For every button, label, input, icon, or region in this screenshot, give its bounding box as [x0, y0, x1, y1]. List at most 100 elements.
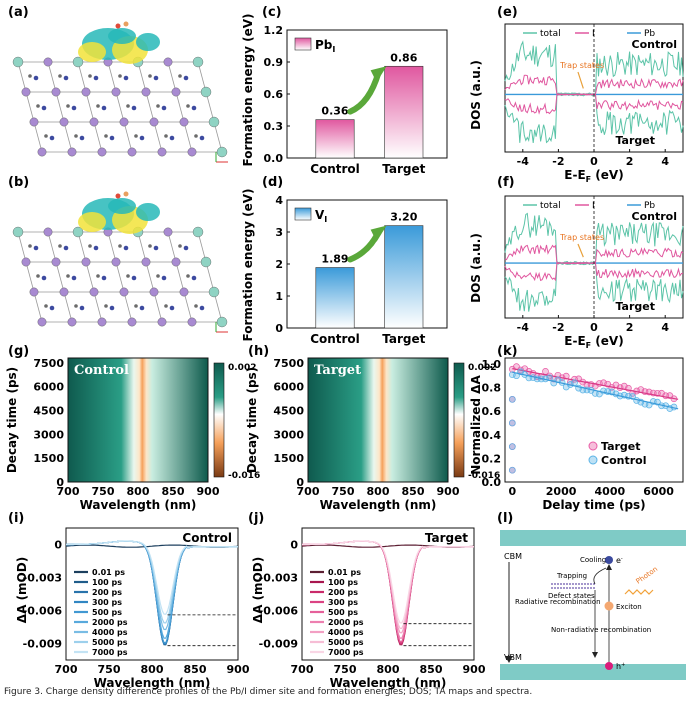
organic-atom: [71, 105, 77, 111]
lattice-bond: [183, 291, 193, 323]
organic-atom: [156, 104, 160, 108]
molecule-atom: [123, 21, 129, 27]
legend-label: 2000 ps: [328, 618, 364, 627]
atom: [12, 56, 24, 68]
x-tick-label: 750: [92, 485, 115, 498]
y-tick-label: -0.006: [23, 605, 63, 618]
y-tick-label: 3000: [33, 428, 64, 441]
increase-arrow-head: [370, 66, 387, 83]
legend-label: Pb: [644, 29, 655, 39]
x-axis-label: Wavelength (nm): [320, 498, 437, 512]
atom: [157, 147, 167, 157]
legend-label: 200 ps: [92, 588, 122, 597]
plot-frame: [65, 527, 239, 661]
nonradiative-label: Non-radiative recombination: [551, 626, 651, 634]
x-tick-label: 4: [661, 321, 669, 334]
nonradiative-arrow-head: [592, 652, 598, 658]
organic-atom: [36, 104, 40, 108]
atom: [208, 116, 220, 128]
lattice-bond: [153, 291, 163, 323]
organic-atom: [66, 274, 70, 278]
x-tick-label: 800: [367, 485, 390, 498]
organic-atom: [63, 245, 69, 251]
panel-b: (b): [8, 175, 228, 333]
panel-letter-j: (j): [248, 511, 264, 526]
atom: [12, 226, 24, 238]
y-tick-label: 0.6: [264, 88, 284, 101]
organic-atom: [183, 75, 189, 81]
legend-label: I: [592, 201, 595, 211]
organic-atom: [88, 74, 92, 78]
y-tick-label: 0: [56, 476, 64, 489]
y-tick-label: 0.8: [482, 382, 502, 395]
atom: [157, 317, 167, 327]
organic-atom: [71, 275, 77, 281]
electron-label: e-: [616, 556, 623, 565]
y-tick-label: 4500: [33, 404, 64, 417]
organic-atom: [131, 275, 137, 281]
atom: [29, 287, 39, 297]
bar: [384, 225, 424, 329]
atom: [127, 147, 137, 157]
plot-frame: [504, 357, 684, 483]
organic-atom: [148, 74, 152, 78]
atom: [216, 146, 228, 158]
atom: [171, 87, 181, 97]
hole-dot: [605, 662, 613, 670]
x-tick-label: 900: [437, 485, 460, 498]
organic-atom: [178, 74, 182, 78]
x-tick-label: 2000: [546, 485, 577, 498]
charge-density-blob: [78, 212, 106, 232]
atom: [59, 117, 69, 127]
x-axis-label: Wavelength (nm): [330, 676, 447, 690]
atom: [43, 227, 53, 237]
colorbar: [453, 362, 465, 478]
organic-atom: [164, 304, 168, 308]
organic-atom: [58, 74, 62, 78]
lattice-bond: [63, 121, 73, 153]
x-tick-label: 700: [55, 663, 78, 676]
lattice-bond: [167, 61, 177, 93]
organic-atom: [186, 274, 190, 278]
atom: [97, 147, 107, 157]
data-point: [508, 419, 516, 427]
y-tick-label: 3: [275, 226, 283, 239]
x-tick-label: 850: [402, 485, 425, 498]
atom: [179, 287, 189, 297]
fit-line: [512, 371, 679, 410]
y-tick-label: 1500: [273, 452, 304, 465]
legend-label: Pb: [644, 201, 655, 211]
organic-atom: [153, 245, 159, 251]
organic-atom: [104, 134, 108, 138]
charge-density-blob: [136, 203, 160, 221]
lattice-bond: [93, 291, 103, 323]
y-tick-label: 0: [275, 322, 283, 335]
data-point: [508, 466, 516, 474]
lattice-bond: [55, 261, 65, 293]
lattice-bond: [55, 91, 65, 123]
x-tick-label: 700: [297, 485, 320, 498]
plot-frame: [67, 357, 209, 483]
crystal-structure-image: [12, 191, 228, 333]
legend-label: 7000 ps: [92, 648, 128, 657]
panel-letter-g: (g): [8, 344, 29, 359]
category-label: Control: [310, 162, 360, 176]
organic-atom: [199, 305, 205, 311]
panel-letter-f: (f): [497, 175, 515, 190]
y-tick-label: 4: [275, 194, 283, 207]
electron-dot: [605, 556, 613, 564]
atom: [119, 117, 129, 127]
atom: [43, 57, 53, 67]
category-label: Control: [310, 332, 360, 346]
atom: [141, 87, 151, 97]
organic-atom: [191, 105, 197, 111]
y-tick-label: 0.9: [264, 56, 284, 69]
atom: [187, 147, 197, 157]
heatmap: Target 700 750 800 850 900 0 1500 3000 4500 6000 75…: [273, 357, 500, 512]
x-tick-label: 850: [420, 663, 443, 676]
atom: [37, 317, 47, 327]
organic-atom: [178, 244, 182, 248]
organic-atom: [169, 135, 175, 141]
y-tick-label: -0.009: [259, 638, 298, 651]
trap-states-arrow: [577, 71, 584, 89]
